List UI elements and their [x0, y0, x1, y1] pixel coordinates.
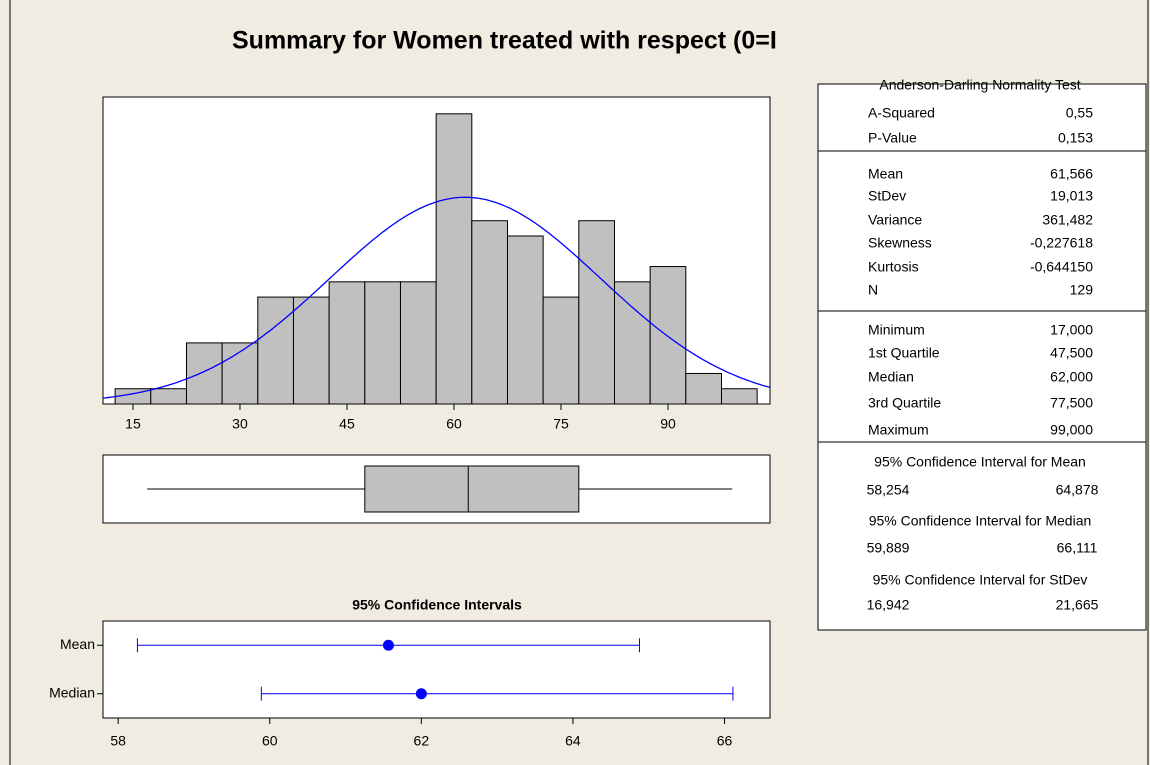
stat-value: 77,500	[1050, 395, 1093, 411]
x-tick-label: 90	[660, 416, 676, 432]
histogram-bar	[185, 342, 223, 405]
histogram-bar	[720, 388, 758, 405]
stat-value: 47,500	[1050, 345, 1093, 361]
y-tick-label: Mean	[60, 636, 95, 652]
x-tick-label: 62	[414, 733, 430, 749]
x-tick-label: 60	[262, 733, 278, 749]
stat-value: 0,55	[1066, 105, 1093, 121]
interval-value: 66,111	[1057, 540, 1098, 556]
box	[364, 465, 580, 513]
histogram-bar	[685, 372, 722, 405]
interval-value: 59,889	[867, 540, 910, 556]
interval-panel	[102, 620, 771, 719]
stat-label: StDev	[868, 188, 906, 204]
histogram-bar	[471, 220, 508, 405]
stat-label: N	[868, 282, 878, 298]
section-title: 95% Confidence Interval for StDev	[873, 572, 1088, 588]
x-tick-label: 60	[446, 416, 462, 432]
stat-value: 61,566	[1050, 166, 1093, 182]
stat-label: Skewness	[868, 235, 932, 251]
estimate-dot	[382, 639, 394, 651]
x-tick-label: 45	[339, 416, 355, 432]
histogram-bar	[150, 388, 187, 405]
x-tick-label: 75	[553, 416, 569, 432]
section-title: Anderson-Darling Normality Test	[879, 77, 1080, 93]
estimate-dot	[415, 688, 427, 700]
stats-table	[817, 83, 1147, 631]
histogram-bar	[292, 296, 330, 405]
histogram-bar	[257, 296, 294, 405]
histogram-bar	[399, 281, 437, 405]
interval-value: 58,254	[867, 482, 910, 498]
section-title: 95% Confidence Interval for Median	[869, 513, 1092, 529]
histogram-bar	[328, 281, 366, 405]
interval-value: 16,942	[867, 597, 910, 613]
stat-label: Variance	[868, 212, 922, 228]
x-tick-label: 64	[565, 733, 581, 749]
x-tick-label: 30	[232, 416, 248, 432]
y-tick-label: Median	[49, 684, 95, 700]
chart-title: Summary for Women treated with respect (…	[232, 27, 777, 55]
stat-label: Kurtosis	[868, 259, 919, 275]
x-tick-label: 66	[717, 733, 733, 749]
stat-value: 361,482	[1042, 212, 1093, 228]
stat-value: 62,000	[1050, 369, 1093, 385]
histogram-bar	[364, 281, 401, 405]
stat-value: 99,000	[1050, 422, 1093, 438]
histogram-bar	[435, 113, 473, 405]
stat-label: Maximum	[868, 422, 929, 438]
histogram-bar	[613, 281, 651, 405]
stat-value: -0,227618	[1030, 235, 1093, 251]
stat-label: Minimum	[868, 322, 925, 338]
interval-value: 64,878	[1056, 482, 1099, 498]
stat-label: Mean	[868, 166, 903, 182]
stat-value: 129	[1070, 282, 1094, 298]
x-tick-label: 15	[125, 416, 141, 432]
histogram-bar	[542, 296, 580, 405]
histogram-bar	[506, 235, 544, 405]
section-title: 95% Confidence Interval for Mean	[874, 454, 1086, 470]
stat-label: 3rd Quartile	[868, 395, 941, 411]
x-tick-label: 58	[110, 733, 126, 749]
stat-label: A-Squared	[868, 105, 935, 121]
histogram-bar	[578, 220, 615, 405]
normal-curve	[102, 196, 771, 399]
stat-label: P-Value	[868, 130, 917, 146]
stat-value: 0,153	[1058, 130, 1093, 146]
stat-value: -0,644150	[1030, 259, 1093, 275]
stat-value: 17,000	[1050, 322, 1093, 338]
stat-value: 19,013	[1050, 188, 1093, 204]
interval-value: 21,665	[1056, 597, 1099, 613]
histogram-bar	[649, 266, 687, 405]
interval-title: 95% Confidence Intervals	[352, 597, 522, 613]
stat-label: Median	[868, 369, 914, 385]
stat-label: 1st Quartile	[868, 345, 940, 361]
